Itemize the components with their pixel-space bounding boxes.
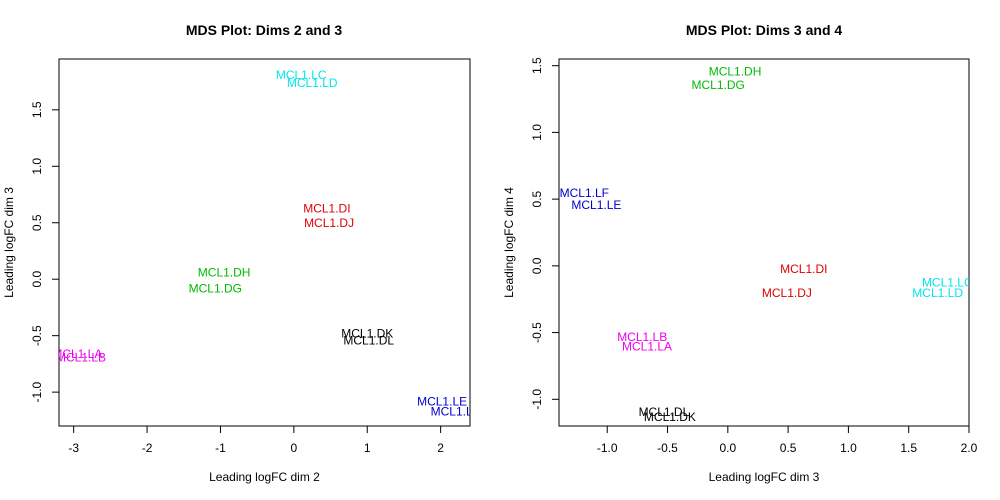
y-tick-label: 0.0 (530, 257, 544, 274)
y-tick-label: 0.0 (30, 271, 44, 288)
point-label-mcl1-le: MCL1.LE (417, 394, 467, 408)
point-label-mcl1-lb: MCL1.LB (617, 330, 667, 344)
point-label-mcl1-ld: MCL1.LD (912, 286, 963, 300)
x-axis-label: Leading logFC dim 2 (209, 470, 320, 484)
y-tick-label: 1.0 (530, 124, 544, 141)
point-label-mcl1-dj: MCL1.DJ (304, 216, 354, 230)
x-tick-label: -2 (142, 441, 153, 455)
plot-frame (58, 58, 471, 427)
panel-dims-2-3: MDS Plot: Dims 2 and 3 -3 -2 -1 0 1 2 -1.0 -0.5 0… (2, 22, 480, 484)
point-label-mcl1-dl: MCL1.DL (343, 333, 394, 347)
y-tick-label: 1.0 (30, 158, 44, 175)
y-tick-label: -0.5 (30, 325, 44, 346)
x-tick-label: -0.5 (657, 441, 678, 455)
y-tick-label: -1.0 (30, 381, 44, 402)
y-axis-label: Leading logFC dim 4 (502, 187, 516, 298)
y-tick-label: 0.5 (30, 214, 44, 231)
x-tick-label: 1.5 (900, 441, 917, 455)
point-label-mcl1-di: MCL1.DI (780, 262, 827, 276)
y-tick-label: -0.5 (530, 322, 544, 343)
point-label-mcl1-le: MCL1.LE (571, 198, 621, 212)
x-tick-label: 2.0 (961, 441, 978, 455)
chart-title: MDS Plot: Dims 2 and 3 (186, 22, 343, 38)
x-tick-label: -1 (215, 441, 226, 455)
x-tick-label: -1.0 (597, 441, 618, 455)
point-label-mcl1-ld: MCL1.LD (287, 76, 338, 90)
point-label-mcl1-di: MCL1.DI (303, 201, 350, 215)
point-label-mcl1-lb: MCL1.LB (56, 350, 106, 364)
point-label-mcl1-la: MCL1.LA (52, 347, 102, 361)
point-label-mcl1-lf: MCL1.LF (560, 186, 609, 200)
point-label-mcl1-dh: MCL1.DH (198, 266, 251, 280)
point-label-mcl1-dl: MCL1.DL (639, 405, 690, 419)
x-axis-label: Leading logFC dim 3 (709, 470, 820, 484)
plot-frame (558, 58, 970, 427)
point-label-mcl1-la: MCL1.LA (622, 339, 672, 353)
point-label-mcl1-dk: MCL1.DK (341, 327, 393, 341)
x-tick-label: 2 (437, 441, 444, 455)
x-tick-label: 0.5 (780, 441, 797, 455)
y-tick-label: 1.5 (30, 101, 44, 118)
x-tick-label: 0 (291, 441, 298, 455)
y-tick-label: 1.5 (530, 57, 544, 74)
x-tick-label: 1 (364, 441, 371, 455)
panel-dims-3-4: MDS Plot: Dims 3 and 4 -1.0 -0.5 0.0 0.5 1.0 1… (502, 22, 978, 484)
point-label-mcl1-dh: MCL1.DH (709, 65, 762, 79)
point-label-mcl1-dj: MCL1.DJ (762, 286, 812, 300)
chart-title: MDS Plot: Dims 3 and 4 (686, 22, 843, 38)
y-axis-label: Leading logFC dim 3 (2, 187, 16, 298)
x-tick-label: -3 (68, 441, 79, 455)
y-tick-label: -1.0 (530, 389, 544, 410)
point-label-mcl1-lf: MCL1.LF (431, 405, 480, 419)
point-label-mcl1-lc: MCL1.LC (276, 68, 327, 82)
point-label-mcl1-lc: MCL1.LC (922, 275, 973, 289)
point-label-mcl1-dk: MCL1.DK (644, 410, 696, 424)
point-label-mcl1-dg: MCL1.DG (692, 78, 745, 92)
x-tick-label: 0.0 (719, 441, 736, 455)
y-tick-label: 0.5 (530, 190, 544, 207)
point-label-mcl1-dg: MCL1.DG (189, 282, 242, 296)
x-tick-label: 1.0 (840, 441, 857, 455)
